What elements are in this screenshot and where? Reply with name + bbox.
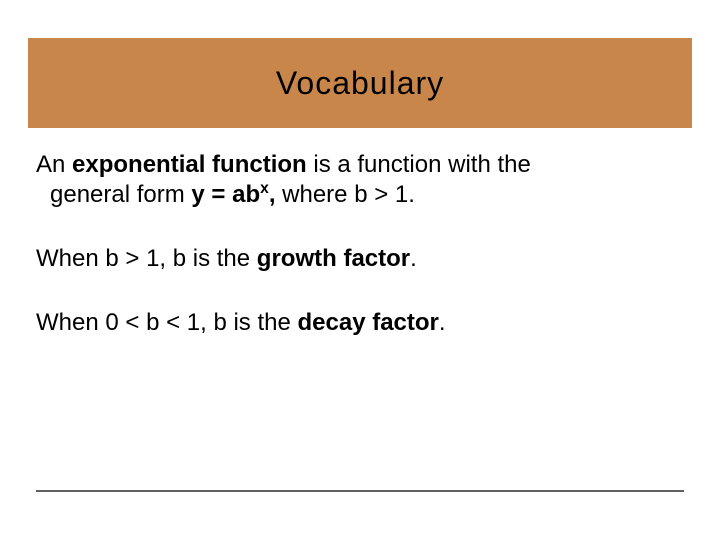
definition-paragraph: An exponential function is a function wi… — [36, 150, 684, 210]
text: . — [410, 245, 417, 272]
text: is a function with the — [307, 151, 531, 178]
divider-line — [36, 490, 684, 492]
decay-factor-paragraph: When 0 < b < 1, b is the decay factor. — [36, 308, 684, 338]
text: general form — [50, 181, 191, 208]
slide-body: An exponential function is a function wi… — [36, 150, 684, 372]
term-growth-factor: growth factor — [257, 245, 410, 272]
growth-factor-paragraph: When b > 1, b is the growth factor. — [36, 244, 684, 274]
text: When b > 1, b is the — [36, 245, 257, 272]
title-band: Vocabulary — [28, 38, 692, 128]
page-title: Vocabulary — [276, 65, 444, 102]
text: where b > 1. — [275, 181, 414, 208]
formula: y = abx, — [191, 181, 275, 208]
term-decay-factor: decay factor — [298, 309, 439, 336]
text: When 0 < b < 1, b is the — [36, 309, 298, 336]
formula-base: y = ab — [191, 181, 260, 208]
formula-exponent: x — [260, 180, 269, 197]
text: An — [36, 151, 72, 178]
term-exponential-function: exponential function — [72, 151, 307, 178]
text: . — [439, 309, 446, 336]
